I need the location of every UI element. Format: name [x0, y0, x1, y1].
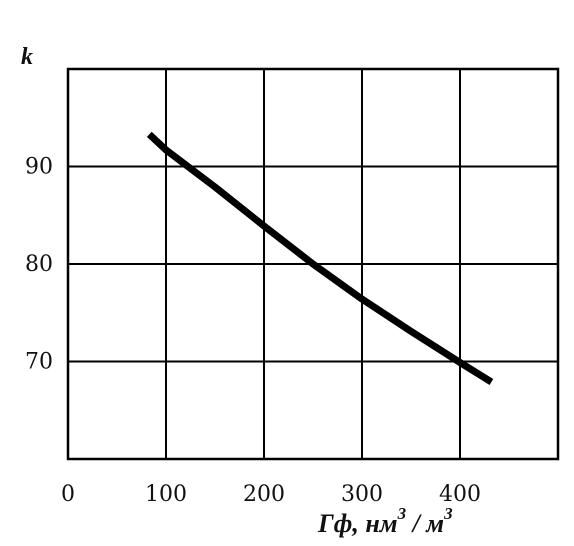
x-axis-label-main: Гф, нм [317, 509, 398, 538]
x-tick-label: 200 [243, 482, 285, 507]
plot-frame [66, 67, 560, 461]
y-axis-label: k [21, 44, 33, 70]
x-tick-label: 0 [61, 482, 75, 507]
x-axis-label-unit-superscript: 3 [443, 504, 453, 523]
y-tick-label: 70 [25, 350, 53, 375]
x-tick-label: 100 [145, 482, 187, 507]
x-tick-label: 300 [341, 482, 383, 507]
x-axis-label-superscript: 3 [397, 504, 407, 523]
x-axis-label-unit: м [425, 509, 444, 538]
tick-labels: 0 100 200 300 400 70 80 90 [25, 155, 481, 508]
series [146, 131, 494, 385]
x-axis-label-separator: / [406, 509, 426, 538]
x-tick-label: 400 [439, 482, 481, 507]
series-line [146, 131, 494, 385]
y-tick-label: 90 [25, 155, 53, 180]
y-tick-label: 80 [25, 252, 53, 277]
x-axis-label: Гф, нм3 / м3 [317, 504, 453, 538]
